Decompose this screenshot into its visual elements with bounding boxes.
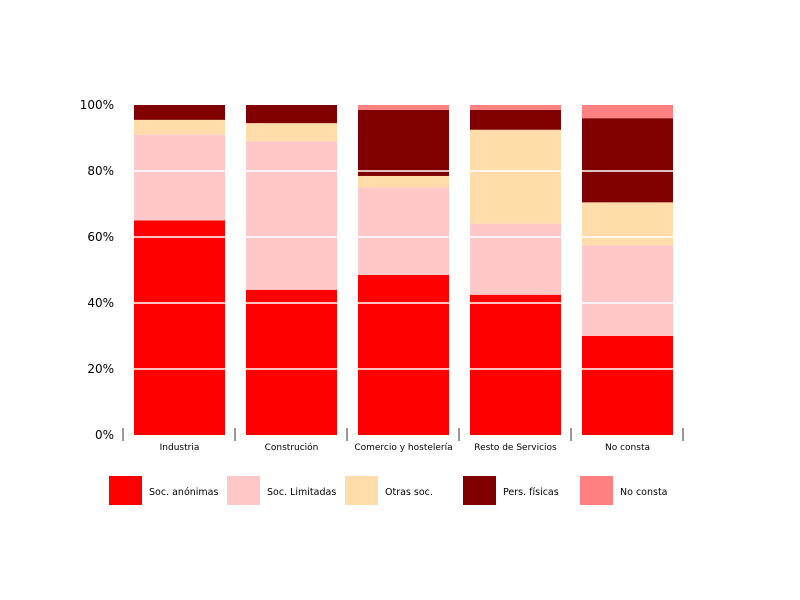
bar-segment bbox=[134, 220, 225, 435]
y-tick-label: 20% bbox=[87, 362, 114, 376]
bar-segment bbox=[470, 223, 561, 295]
bar-segment bbox=[246, 105, 337, 124]
bar-segment bbox=[246, 141, 337, 290]
bar-segment bbox=[582, 118, 673, 203]
legend-swatch bbox=[109, 476, 142, 505]
legend-swatch bbox=[345, 476, 378, 505]
bar-segment bbox=[246, 289, 337, 435]
bar-segment bbox=[470, 129, 561, 224]
y-tick-label: 0% bbox=[95, 428, 114, 442]
bar-segment bbox=[246, 123, 337, 142]
bars-group bbox=[134, 105, 673, 435]
axis-group: 0% 20% 40% 60% 80% 100% Industria Construción Co… bbox=[80, 98, 684, 453]
y-tick-label: 40% bbox=[87, 296, 114, 310]
x-category-label: Comercio y hostelería bbox=[354, 443, 452, 453]
x-category-label: No consta bbox=[605, 443, 650, 453]
bar-segment bbox=[134, 105, 225, 120]
bar-segment bbox=[358, 109, 449, 176]
bar-segment bbox=[358, 105, 449, 110]
legend-label: Soc. anónimas bbox=[149, 487, 218, 498]
x-category-label: Industria bbox=[160, 443, 200, 453]
legend-label: Soc. Limitadas bbox=[267, 487, 336, 498]
bar-segment bbox=[358, 175, 449, 188]
legend-label: No consta bbox=[620, 487, 668, 498]
legend-label: Otras soc. bbox=[385, 487, 433, 498]
legend-label: Pers. físicas bbox=[503, 487, 559, 498]
y-tick-label: 100% bbox=[80, 98, 114, 112]
bar-segment bbox=[582, 245, 673, 336]
x-category-label: Resto de Servicios bbox=[474, 443, 557, 453]
bar-segment bbox=[470, 109, 561, 130]
bar-segment bbox=[134, 119, 225, 135]
bar-segment bbox=[358, 274, 449, 435]
bar-segment bbox=[358, 187, 449, 275]
legend-swatch bbox=[580, 476, 613, 505]
bar-segment bbox=[582, 336, 673, 435]
legend-swatch bbox=[463, 476, 496, 505]
bar-segment bbox=[582, 202, 673, 246]
legend-swatch bbox=[227, 476, 260, 505]
gridlines-group bbox=[134, 170, 673, 370]
bar-segment bbox=[470, 105, 561, 110]
legend-group: Soc. anónimas Soc. Limitadas Otras soc. Per… bbox=[109, 476, 668, 505]
bar-segment bbox=[582, 105, 673, 119]
x-category-label: Construción bbox=[265, 442, 319, 453]
y-tick-label: 80% bbox=[87, 164, 114, 178]
bar-segment bbox=[470, 294, 561, 435]
y-tick-label: 60% bbox=[87, 230, 114, 244]
bar-segment bbox=[134, 134, 225, 221]
